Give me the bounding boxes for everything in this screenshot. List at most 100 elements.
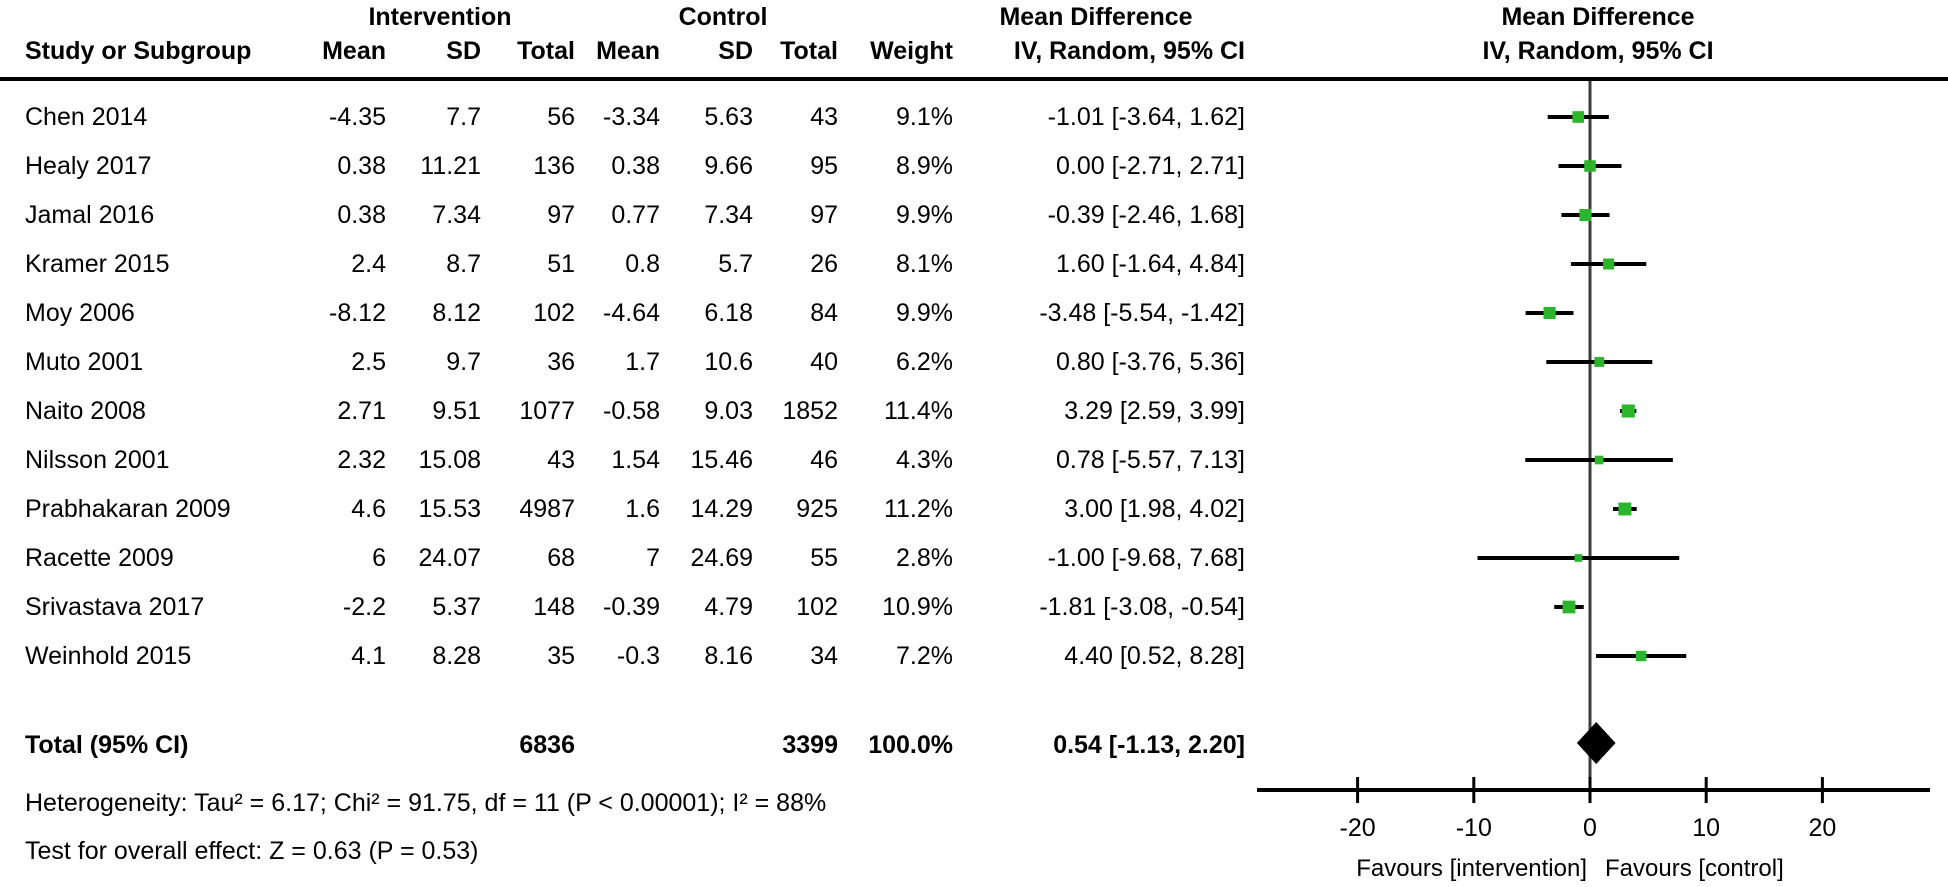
study-row: Srivastava 2017 -2.2 5.37 148 -0.39 4.79… (0, 590, 1948, 624)
axis-tick-label: 10 (1692, 814, 1720, 842)
column-header-study: Study or Subgroup (25, 37, 252, 65)
intervention-sd: 9.51 (432, 397, 481, 425)
group-header-control: Control (678, 3, 768, 31)
intervention-total: 148 (533, 593, 575, 621)
study-label: Weinhold 2015 (25, 642, 192, 670)
intervention-mean: 4.6 (351, 495, 386, 523)
control-mean: 7 (646, 544, 660, 572)
control-total: 95 (810, 152, 838, 180)
intervention-sd: 24.07 (418, 544, 481, 572)
control-sd: 9.66 (704, 152, 753, 180)
control-total: 1852 (782, 397, 838, 425)
ci-text-value: 3.00 [1.98, 4.02] (1064, 495, 1245, 523)
intervention-total: 43 (547, 446, 575, 474)
intervention-mean: 6 (372, 544, 386, 572)
intervention-mean: 0.38 (337, 201, 386, 229)
control-sd: 15.46 (690, 446, 753, 474)
favours-right-label: Favours [control] (1605, 855, 1784, 882)
intervention-sd: 9.7 (446, 348, 481, 376)
intervention-total: 4987 (519, 495, 575, 523)
study-row: Nilsson 2001 2.32 15.08 43 1.54 15.46 46… (0, 443, 1948, 477)
study-row: Prabhakaran 2009 4.6 15.53 4987 1.6 14.2… (0, 492, 1948, 526)
weight-value: 4.3% (896, 446, 953, 474)
study-row: Muto 2001 2.5 9.7 36 1.7 10.6 40 6.2% 0.… (0, 345, 1948, 379)
weight-value: 9.9% (896, 201, 953, 229)
control-sd: 5.7 (718, 250, 753, 278)
intervention-sd: 8.12 (432, 299, 481, 327)
control-total: 40 (810, 348, 838, 376)
study-label: Racette 2009 (25, 544, 174, 572)
column-header-intervention-total: Total (517, 37, 575, 65)
column-header-weight: Weight (870, 37, 953, 65)
axis-tick-label: -20 (1340, 814, 1376, 842)
intervention-mean: -2.2 (342, 593, 386, 621)
control-sd: 7.34 (704, 201, 753, 229)
group-header-mean-difference-plot: Mean Difference (1501, 3, 1695, 31)
group-header-intervention: Intervention (368, 3, 512, 31)
weight-value: 11.2% (883, 495, 953, 523)
study-row: Chen 2014 -4.35 7.7 56 -3.34 5.63 43 9.1… (0, 100, 1948, 134)
intervention-total: 51 (547, 250, 575, 278)
study-label: Naito 2008 (25, 397, 146, 425)
control-mean: 0.77 (611, 201, 660, 229)
control-sd: 24.69 (690, 544, 753, 572)
study-label: Srivastava 2017 (25, 593, 205, 621)
intervention-total: 102 (533, 299, 575, 327)
ci-text-value: -1.01 [-3.64, 1.62] (1047, 103, 1245, 131)
ci-text-value: 1.60 [-1.64, 4.84] (1055, 250, 1245, 278)
control-mean: 0.8 (625, 250, 660, 278)
ci-text-value: -0.39 [-2.46, 1.68] (1047, 201, 1245, 229)
total-weight: 100.0% (868, 731, 953, 759)
total-row: Total (95% CI) 6836 3399 100.0% 0.54 [-1… (0, 728, 1948, 762)
study-label: Muto 2001 (25, 348, 144, 376)
study-label: Jamal 2016 (25, 201, 155, 229)
control-sd: 4.79 (704, 593, 753, 621)
weight-value: 10.9% (882, 593, 953, 621)
weight-value: 8.9% (896, 152, 953, 180)
study-row: Kramer 2015 2.4 8.7 51 0.8 5.7 26 8.1% 1… (0, 247, 1948, 281)
intervention-total: 136 (533, 152, 575, 180)
ci-text-value: -1.00 [-9.68, 7.68] (1047, 544, 1245, 572)
total-control-n: 3399 (782, 731, 838, 759)
study-row: Naito 2008 2.71 9.51 1077 -0.58 9.03 185… (0, 394, 1948, 428)
weight-value: 11.4% (883, 397, 953, 425)
favours-left-label: Favours [intervention] (1356, 855, 1587, 882)
column-header-intervention-mean: Mean (322, 37, 386, 65)
intervention-mean: 4.1 (351, 642, 386, 670)
ci-text-value: 4.40 [0.52, 8.28] (1064, 642, 1245, 670)
ci-text-value: 3.29 [2.59, 3.99] (1064, 397, 1245, 425)
weight-value: 8.1% (896, 250, 953, 278)
control-total: 97 (810, 201, 838, 229)
study-row: Moy 2006 -8.12 8.12 102 -4.64 6.18 84 9.… (0, 296, 1948, 330)
control-mean: -4.64 (603, 299, 660, 327)
control-mean: 1.7 (625, 348, 660, 376)
control-total: 46 (810, 446, 838, 474)
total-ci-text: 0.54 [-1.13, 2.20] (1053, 731, 1245, 759)
total-intervention-n: 6836 (519, 731, 575, 759)
control-mean: -3.34 (603, 103, 660, 131)
control-sd: 9.03 (704, 397, 753, 425)
control-mean: -0.3 (616, 642, 660, 670)
study-label: Chen 2014 (25, 103, 148, 131)
column-header-intervention-sd: SD (446, 37, 481, 65)
intervention-mean: 2.32 (337, 446, 386, 474)
weight-value: 6.2% (896, 348, 953, 376)
weight-value: 2.8% (896, 544, 953, 572)
intervention-total: 1077 (519, 397, 575, 425)
intervention-mean: 2.71 (337, 397, 386, 425)
intervention-total: 36 (547, 348, 575, 376)
control-total: 84 (810, 299, 838, 327)
header-divider (0, 77, 1948, 81)
study-label: Nilsson 2001 (25, 446, 170, 474)
column-header-control-sd: SD (718, 37, 753, 65)
intervention-sd: 8.28 (432, 642, 481, 670)
control-sd: 6.18 (704, 299, 753, 327)
intervention-sd: 15.08 (418, 446, 481, 474)
ci-text-value: 0.00 [-2.71, 2.71] (1055, 152, 1245, 180)
axis-tick-label: 20 (1808, 814, 1836, 842)
control-mean: 1.6 (625, 495, 660, 523)
intervention-mean: -4.35 (329, 103, 386, 131)
intervention-sd: 7.34 (432, 201, 481, 229)
ci-text-value: 0.80 [-3.76, 5.36] (1055, 348, 1245, 376)
study-row: Racette 2009 6 24.07 68 7 24.69 55 2.8% … (0, 541, 1948, 575)
